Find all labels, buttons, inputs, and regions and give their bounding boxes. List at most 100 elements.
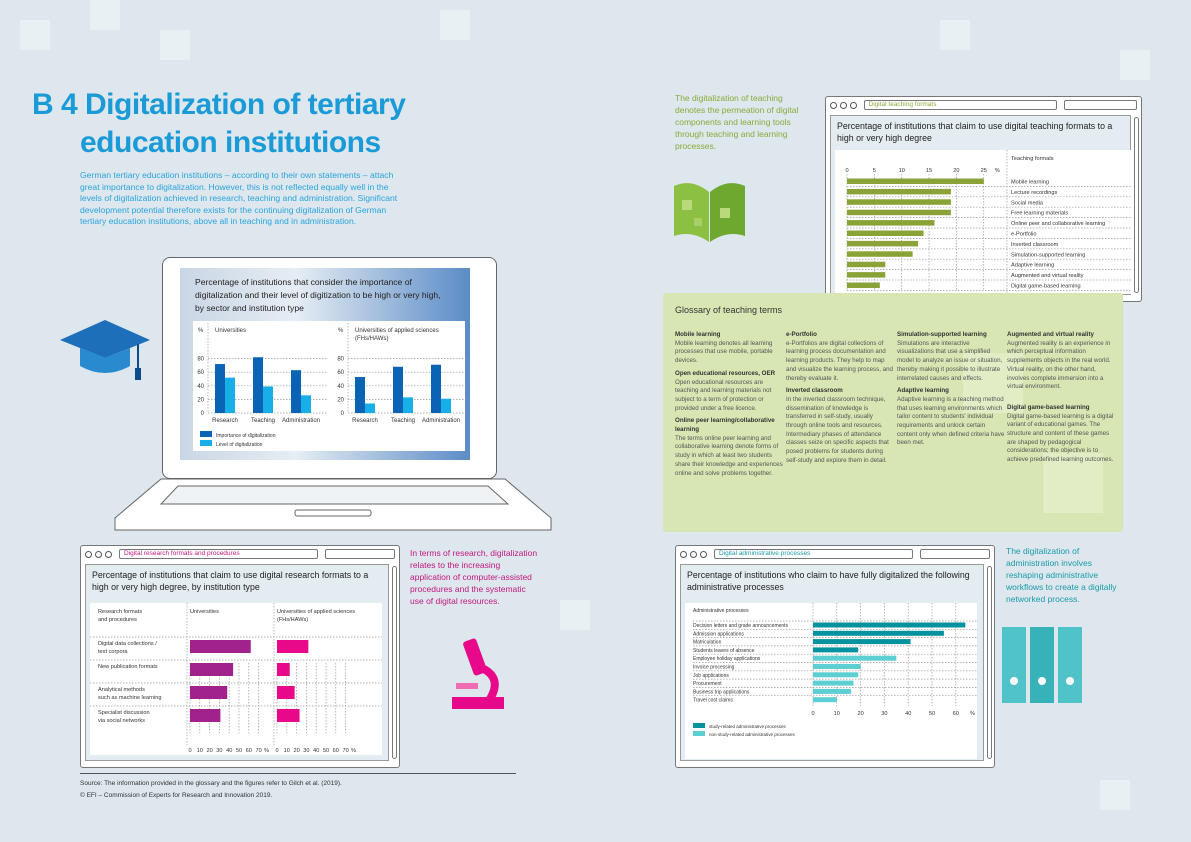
bar (847, 230, 924, 236)
category-label: Admission applications (693, 631, 744, 637)
category-label: Travel cost claims (693, 698, 733, 704)
legend-label: study-related administrative processes (709, 724, 787, 729)
laptop-chart-panel: Percentage of institutions that consider… (180, 268, 470, 460)
x-tick-label: Research (212, 418, 238, 424)
microscope-icon (452, 638, 504, 709)
glossary-column: Simulation-supported learning Simulations… (897, 331, 1005, 448)
bg-square (1100, 780, 1130, 810)
x-tick-label: 20 (293, 748, 299, 754)
glossary-definition: Mobile learning denotes all learning pro… (675, 339, 773, 365)
bar-importance (291, 370, 301, 413)
bar (813, 697, 837, 703)
x-tick-label: 10 (834, 711, 840, 717)
bar (847, 282, 880, 288)
bg-square (940, 20, 970, 50)
glossary-term: Adaptive learning (897, 387, 949, 395)
x-tick-label: 20 (953, 168, 959, 174)
teaching-formats-window: Digital teaching formats Percentage of i… (825, 96, 1142, 302)
window-dot (839, 101, 847, 109)
y-tick-label: 80 (337, 357, 344, 363)
teaching-chart-title: Percentage of institutions that claim to… (837, 121, 1113, 143)
x-tick-label: 10 (284, 748, 290, 754)
tab-digital-administrative-processes[interactable]: Digital administrative processes (713, 549, 914, 559)
legend-swatch (693, 723, 705, 728)
legend-swatch (200, 440, 212, 446)
x-tick-label: 60 (333, 748, 339, 754)
bar (847, 188, 951, 195)
category-label: Mobile learning (1011, 180, 1049, 186)
x-tick-label: 30 (303, 748, 309, 754)
source-note: Source: The information provided in the … (80, 780, 342, 787)
bar (190, 686, 228, 699)
x-tick-label: 70 (342, 748, 348, 754)
laptop-base (114, 478, 552, 531)
window-dot (849, 101, 857, 109)
glossary-term: Online peer learning/collaborative learn… (675, 417, 775, 434)
category-label: Free learning materials (1011, 211, 1068, 217)
tab-blank[interactable] (1064, 100, 1138, 110)
bar (847, 220, 935, 226)
category-label: Invoice processing (693, 665, 735, 671)
bar (847, 272, 886, 278)
scrollbar[interactable] (392, 566, 397, 759)
legend-swatch (693, 731, 705, 736)
scrollbar[interactable] (1134, 117, 1139, 293)
administration-description: The digitalization of administration inv… (1006, 546, 1117, 604)
category-label: Procurement (693, 681, 722, 687)
bar-importance (393, 366, 403, 413)
glossary-term: e-Portfolio (786, 331, 817, 338)
glossary-term: Mobile learning (675, 331, 721, 338)
open-book-icon (674, 183, 745, 242)
intro-text: German tertiary education institutions –… (80, 170, 398, 227)
tab-digital-teaching-formats[interactable]: Digital teaching formats (863, 100, 1058, 110)
window-dot (85, 550, 92, 558)
window-dot (680, 550, 687, 558)
category-label: Social media (1011, 200, 1044, 206)
teaching-description: The digitalization of teaching denotes t… (675, 93, 799, 151)
category-label: Job applications (693, 673, 729, 679)
bg-square (440, 10, 470, 40)
category-label: Business trip applications (693, 689, 750, 695)
glossary-term: Open educational resources, OER (675, 369, 776, 377)
bar (277, 663, 290, 676)
bg-square (1120, 50, 1150, 80)
bar-importance (215, 364, 225, 413)
glossary-title: Glossary of teaching terms (675, 305, 783, 315)
glossary-panel: Glossary of teaching terms Mobile learni… (663, 293, 1123, 532)
unit-label: % (970, 711, 975, 717)
tab-blank[interactable] (920, 549, 990, 559)
column-header: Research formats (98, 609, 142, 615)
bar (847, 209, 951, 216)
x-tick-label: 50 (323, 748, 329, 754)
bar (190, 663, 234, 676)
bar-level (403, 397, 413, 413)
x-tick-label: 20 (857, 711, 863, 717)
legend-label: Level of digitalization (216, 442, 263, 448)
bar-importance (431, 364, 441, 413)
importance-level-chart: % Universities 0 20 40 60 80 Research Teaching Ad… (193, 321, 468, 451)
category-label: Decision letters and grade announcements (693, 623, 789, 629)
category-label: e-Portfolio (1011, 232, 1037, 238)
admin-chart-title: Percentage of institutions who claim to … (687, 570, 970, 592)
bar (847, 261, 886, 268)
window-dot (689, 550, 697, 558)
x-tick-label: 0 (845, 168, 848, 174)
graduation-cap-icon (60, 320, 150, 380)
scrollbar[interactable] (987, 566, 992, 759)
x-tick-label: 0 (275, 748, 278, 754)
bar (813, 622, 966, 628)
tab-digital-research-formats[interactable]: Digital research formats and procedures (118, 549, 319, 559)
x-tick-label: 40 (313, 748, 319, 754)
bg-square (90, 0, 120, 30)
tab-blank[interactable] (325, 549, 395, 559)
glossary-column: Augmented and virtual reality Augmented r… (1007, 331, 1115, 465)
glossary-term: Simulation-supported learning (897, 331, 987, 338)
page-title: B 4 Digitalization of tertiary (32, 88, 406, 121)
glossary-definition: The terms online peer learning and colla… (675, 434, 783, 477)
bar-level (365, 403, 375, 413)
panel-title-2: (FHs/HAWs) (355, 336, 388, 342)
category-label: Simulation-supported learning (1011, 252, 1085, 258)
category-label: New publication formats (98, 664, 158, 670)
category-label: Digital game-based learning (1011, 284, 1081, 290)
x-tick-label: 50 (236, 748, 242, 754)
